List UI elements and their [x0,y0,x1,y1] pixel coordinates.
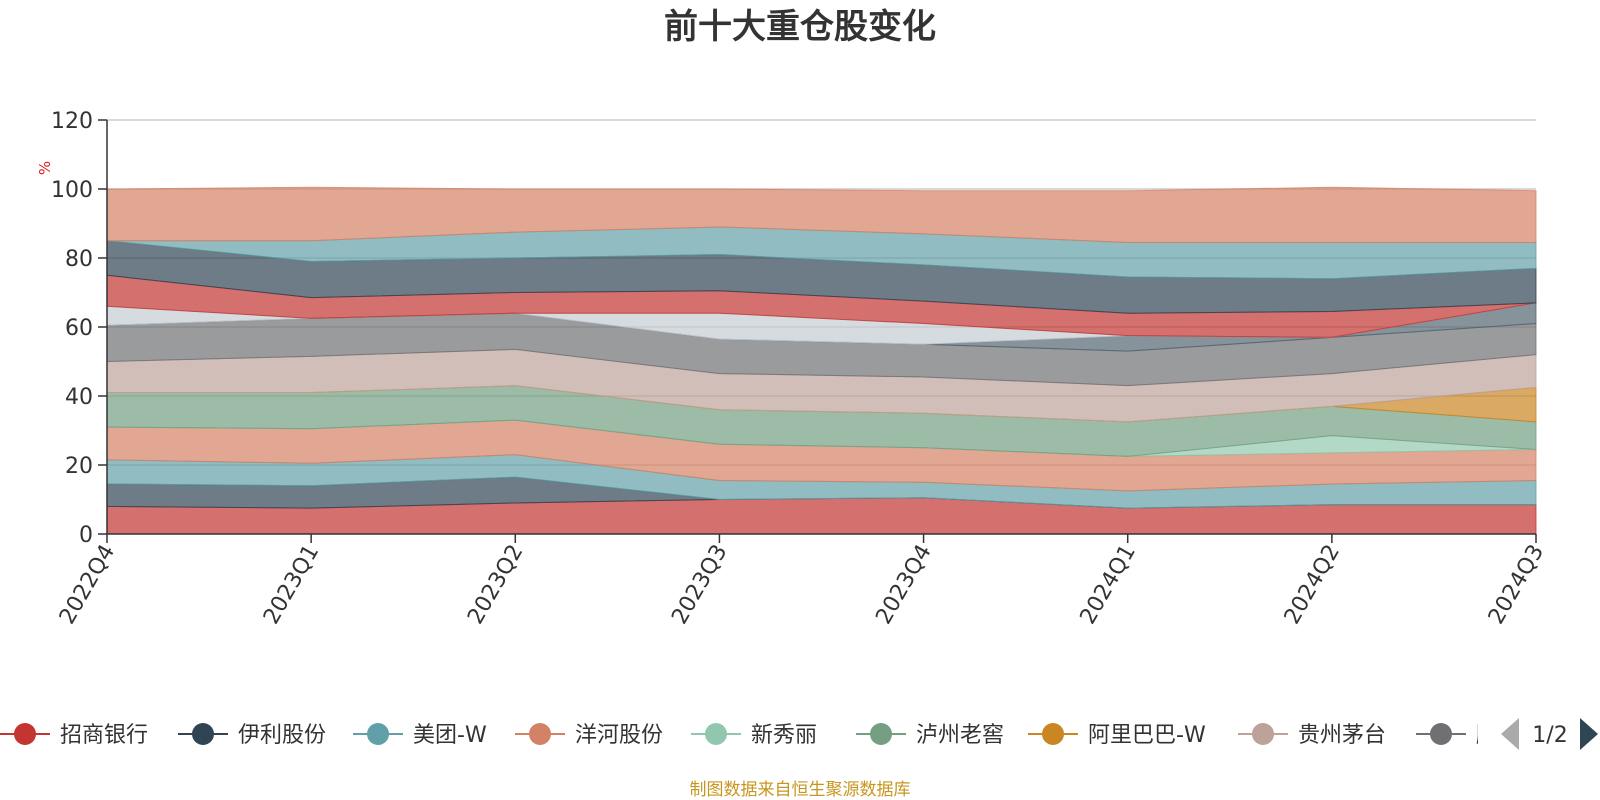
y-tick-label: 0 [79,523,93,548]
legend: 招商银行 伊利股份 美团-W 洋河股份 新秀丽 泸州老窖 阿里巴巴-W 贵州茅台 腾讯控股 [0,723,1564,748]
x-axis: 2022Q4 2023Q1 2023Q2 2023Q3 2023Q4 2024Q1 2024… [55,533,1549,629]
legend-label: 招商银行 [60,723,148,748]
legend-label: 泸州老窖 [916,723,1004,748]
y-tick-label: 120 [51,109,93,134]
legend-next-arrow-icon[interactable] [1580,718,1598,750]
legend-item-伊利股份[interactable]: 伊利股份 [178,723,326,748]
legend-label: 腾讯控股 [1476,723,1564,748]
x-tick-label: 2024Q1 [1076,541,1141,629]
legend-item-新秀丽[interactable]: 新秀丽 [691,723,817,748]
area-series-中国平安 [106,186,1537,243]
legend-item-贵州茅台[interactable]: 贵州茅台 [1238,723,1386,748]
legend-page-indicator: 1/2 [1532,723,1567,748]
legend-label: 伊利股份 [238,723,326,748]
legend-pager: 1/2 [1501,718,1598,750]
y-tick-label: 60 [65,316,93,341]
x-tick-label: 2023Q1 [259,541,324,629]
x-tick-label: 2023Q2 [463,541,528,629]
x-tick-label: 2024Q3 [1484,541,1549,629]
legend-item-阿里巴巴-W[interactable]: 阿里巴巴-W [1028,723,1206,748]
y-tick-label: 20 [65,454,93,479]
legend-prev-arrow-icon[interactable] [1501,718,1519,750]
y-tick-label: 100 [51,178,93,203]
legend-circle-icon [1252,723,1274,745]
x-tick-label: 2023Q3 [667,541,732,629]
legend-circle-icon [529,723,551,745]
y-axis: 0 20 40 60 80 100 120 [51,109,108,548]
legend-circle-icon [870,723,892,745]
legend-label: 阿里巴巴-W [1088,723,1206,748]
legend-item-泸州老窖[interactable]: 泸州老窖 [856,723,1004,748]
area-series [106,186,1537,535]
legend-circle-icon [1430,723,1452,745]
x-tick-label: 2022Q4 [55,541,120,629]
chart-title: 前十大重仓股变化 [664,7,936,47]
legend-label: 贵州茅台 [1298,723,1386,748]
data-source-note: 制图数据来自恒生聚源数据库 [690,780,911,800]
y-tick-label: 40 [65,385,93,410]
legend-circle-icon [367,723,389,745]
legend-label: 美团-W [413,723,487,748]
legend-circle-icon [14,723,36,745]
legend-circle-icon [705,723,727,745]
legend-item-招商银行[interactable]: 招商银行 [0,723,148,748]
legend-circle-icon [192,723,214,745]
legend-label: 洋河股份 [575,723,663,748]
y-axis-unit-label: % [36,161,54,175]
legend-circle-icon [1042,723,1064,745]
x-tick-label: 2024Q2 [1280,541,1345,629]
legend-label: 新秀丽 [751,723,817,748]
y-tick-label: 80 [65,247,93,272]
x-tick-label: 2023Q4 [871,541,936,629]
legend-item-美团-W[interactable]: 美团-W [353,723,487,748]
legend-item-洋河股份[interactable]: 洋河股份 [515,723,663,748]
legend-item-腾讯控股[interactable]: 腾讯控股 [1416,723,1564,748]
